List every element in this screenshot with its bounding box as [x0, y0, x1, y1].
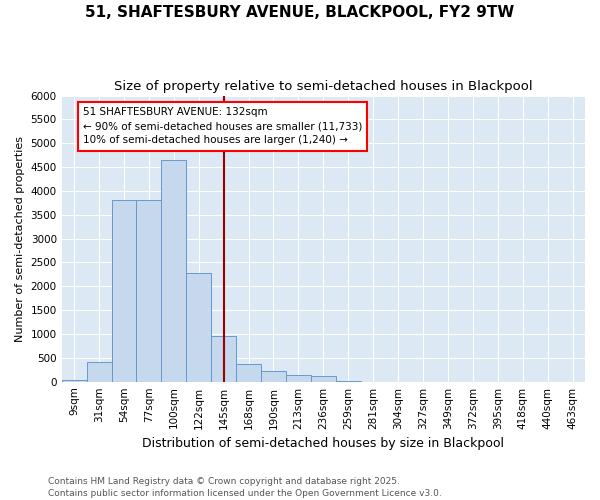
Y-axis label: Number of semi-detached properties: Number of semi-detached properties — [15, 136, 25, 342]
X-axis label: Distribution of semi-detached houses by size in Blackpool: Distribution of semi-detached houses by … — [142, 437, 505, 450]
Bar — [211, 336, 236, 382]
Bar — [311, 376, 336, 382]
Bar — [261, 371, 286, 382]
Text: 51 SHAFTESBURY AVENUE: 132sqm
← 90% of semi-detached houses are smaller (11,733): 51 SHAFTESBURY AVENUE: 132sqm ← 90% of s… — [83, 108, 362, 146]
Bar — [112, 200, 136, 382]
Bar — [62, 380, 86, 382]
Text: 51, SHAFTESBURY AVENUE, BLACKPOOL, FY2 9TW: 51, SHAFTESBURY AVENUE, BLACKPOOL, FY2 9… — [85, 5, 515, 20]
Bar — [186, 273, 211, 382]
Bar — [336, 380, 361, 382]
Bar — [286, 376, 311, 382]
Text: Contains HM Land Registry data © Crown copyright and database right 2025.
Contai: Contains HM Land Registry data © Crown c… — [48, 476, 442, 498]
Bar — [86, 362, 112, 382]
Bar — [161, 160, 186, 382]
Title: Size of property relative to semi-detached houses in Blackpool: Size of property relative to semi-detach… — [114, 80, 533, 93]
Bar — [236, 364, 261, 382]
Bar — [136, 200, 161, 382]
